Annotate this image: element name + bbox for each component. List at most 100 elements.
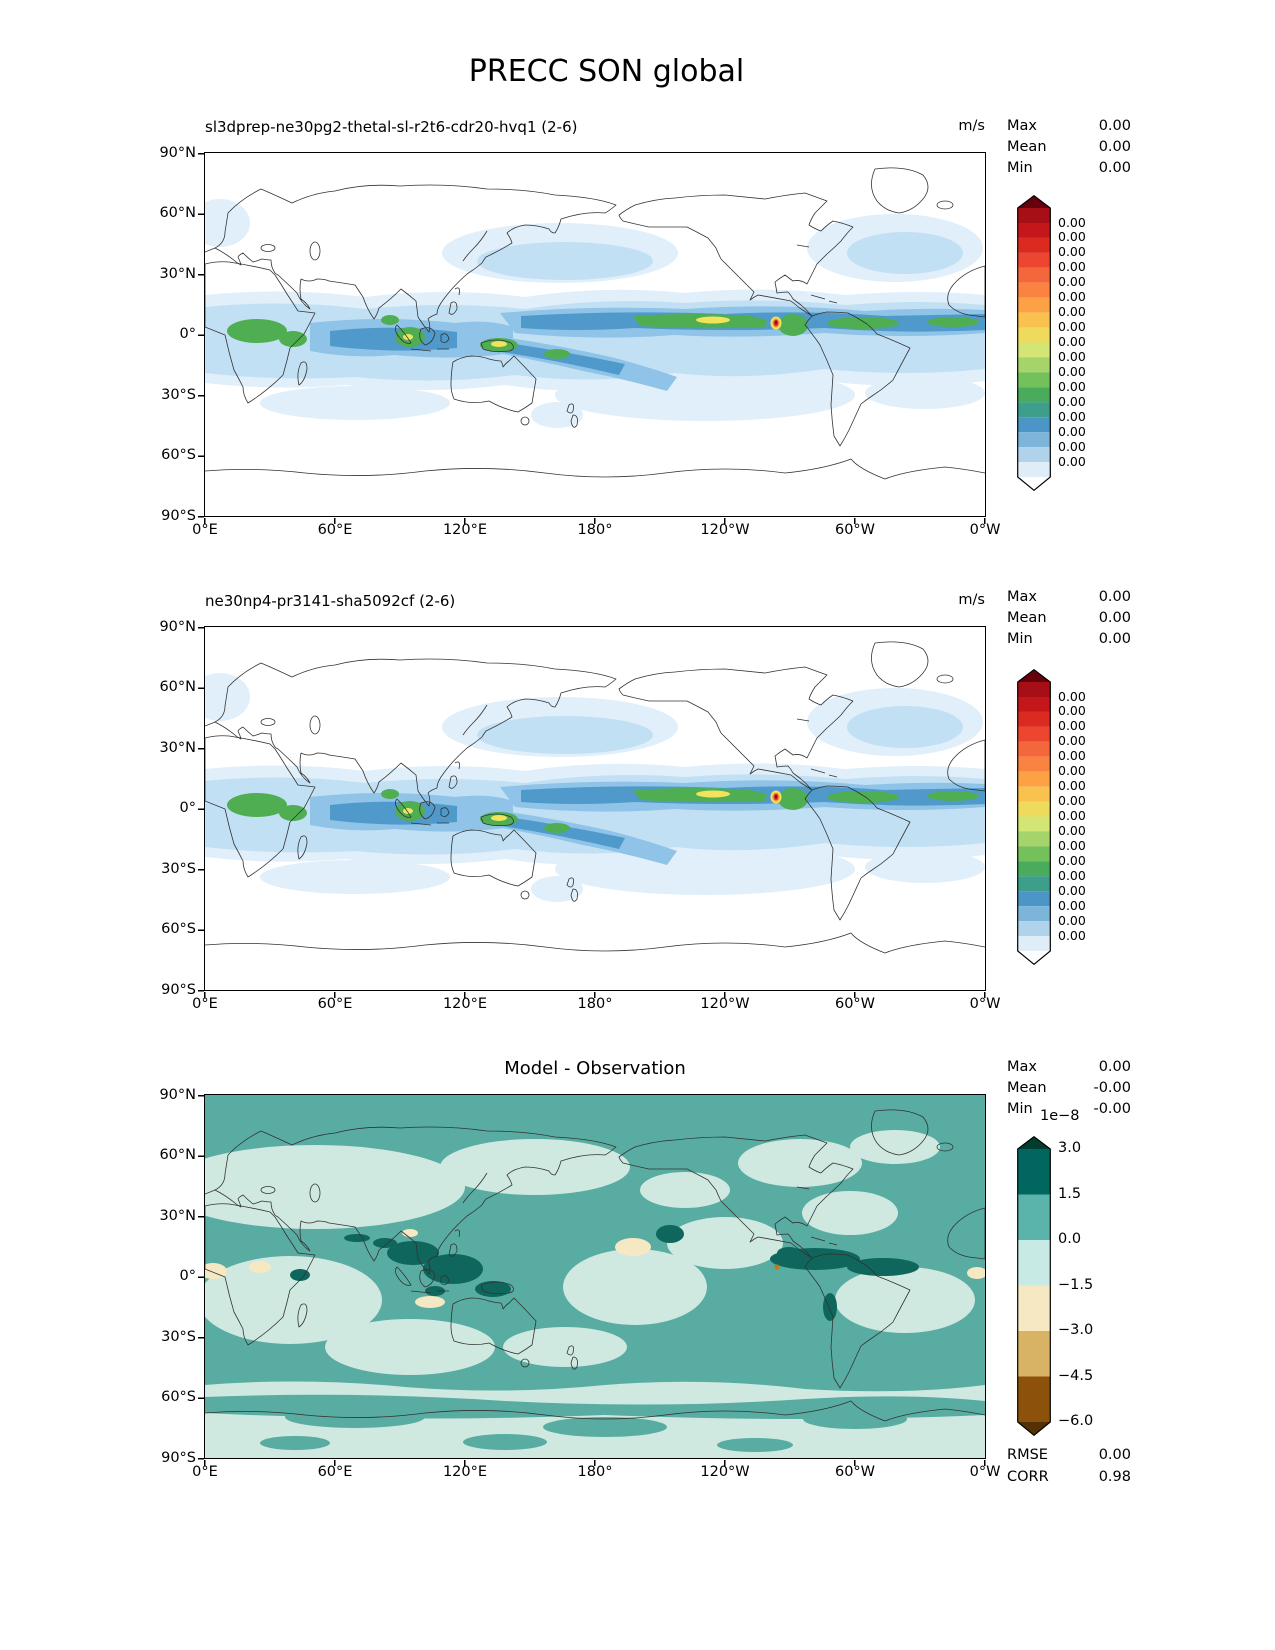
cbar-tick: 0.00 (1058, 274, 1086, 290)
panel-1-stats: Max 0.00 Mean 0.00 Min 0.00 (1007, 116, 1131, 179)
cbar-tick: 0.00 (1058, 808, 1086, 823)
y-tick-label: 90°N (159, 144, 196, 161)
y-tick-label: 60°S (161, 921, 196, 938)
panel-3-stats: Max 0.00 Mean -0.00 Min -0.00 (1007, 1057, 1131, 1120)
panel-2-colorbar (1017, 669, 1051, 965)
panel-3-title: Model - Observation (504, 1058, 686, 1079)
stat-value: 0.00 (1098, 139, 1131, 155)
cbar-tick: 0.00 (1058, 423, 1086, 439)
stat-label: Mean (1007, 1080, 1047, 1096)
y-tick-label: 0° (179, 326, 196, 343)
y-tick-label: 90°S (161, 507, 196, 524)
cbar-tick: 0.00 (1058, 793, 1086, 809)
y-tick-label: 30°N (159, 739, 196, 756)
x-tick-label: 120°E (442, 522, 488, 538)
y-tick-label: 60°N (159, 1147, 196, 1164)
panel-1-x-axis: 0°E 60°E 120°E 180° 120°W 60°W 0°W (192, 522, 1000, 542)
cbar-tick: 0.0 (1058, 1231, 1082, 1248)
colorbar-arrow-top (1017, 669, 1051, 682)
panel-2-colorbar-labels: 0.00 0.00 0.00 0.00 0.00 0.00 0.00 0.00 … (1058, 688, 1086, 944)
cbar-tick: −3.0 (1058, 1322, 1094, 1339)
cbar-tick: 0.00 (1058, 867, 1086, 883)
stat-row: RMSE 0.00 (1007, 1444, 1131, 1466)
panel-1-title: sl3dprep-ne30pg2-thetal-sl-r2t6-cdr20-hv… (205, 118, 578, 136)
stat-label: Mean (1007, 139, 1047, 155)
x-tick-label: 60°W (834, 522, 876, 538)
stat-value: -0.00 (1093, 1080, 1131, 1096)
cbar-tick: 0.00 (1058, 408, 1086, 424)
cbar-tick: 0.00 (1058, 837, 1086, 853)
stat-label: RMSE (1007, 1447, 1048, 1463)
cbar-tick: 0.00 (1058, 393, 1086, 409)
map-1 (204, 166, 985, 479)
y-tick-label: 30°S (161, 860, 196, 877)
stat-row: Max 0.00 (1007, 1057, 1131, 1078)
stat-label: Max (1007, 589, 1037, 605)
stat-row: Mean 0.00 (1007, 137, 1131, 158)
panel-1-units: m/s (958, 118, 985, 134)
cbar-tick: 0.00 (1058, 319, 1086, 335)
panel-3-skill-scores: RMSE 0.00 CORR 0.98 (1007, 1444, 1131, 1488)
y-tick-label: 60°N (159, 679, 196, 696)
stat-value: 0.00 (1098, 589, 1131, 605)
cbar-tick: 0.00 (1058, 229, 1086, 245)
panel-2-stats: Max 0.00 Mean 0.00 Min 0.00 (1007, 587, 1131, 650)
x-tick-label: 180° (577, 1464, 613, 1480)
x-tick-label: 0°E (192, 522, 218, 538)
panel-3-x-axis: 0°E 60°E 120°E 180° 120°W 60°W 0°W (192, 1464, 1000, 1484)
stat-value: 0.00 (1098, 1447, 1131, 1463)
panel-1-colorbar (1017, 195, 1051, 491)
y-tick-label: 30°S (161, 1328, 196, 1345)
x-tick-label: 0°W (969, 996, 1001, 1012)
stat-row: Mean -0.00 (1007, 1078, 1131, 1099)
cbar-tick: 0.00 (1058, 688, 1086, 704)
x-tick-label: 60°W (834, 996, 876, 1012)
x-tick-label: 120°W (700, 996, 750, 1012)
cbar-tick: 0.00 (1058, 763, 1086, 779)
stat-value: 0.00 (1098, 610, 1131, 626)
y-tick-label: 60°S (161, 1389, 196, 1406)
stat-row: CORR 0.98 (1007, 1466, 1131, 1488)
y-tick-label: 90°S (161, 981, 196, 998)
x-tick-label: 0°E (192, 996, 218, 1012)
y-tick-label: 30°N (159, 1207, 196, 1224)
cbar-tick: 0.00 (1058, 244, 1086, 260)
cbar-tick: 0.00 (1058, 259, 1086, 275)
cbar-tick: −6.0 (1058, 1413, 1094, 1430)
cbar-tick: 0.00 (1058, 378, 1086, 394)
stat-value: 0.00 (1098, 631, 1131, 647)
stat-row: Min 0.00 (1007, 629, 1131, 650)
stat-row: Mean 0.00 (1007, 608, 1131, 629)
stat-label: CORR (1007, 1469, 1049, 1485)
x-tick-label: 0°E (192, 1464, 218, 1480)
map-2 (204, 640, 985, 953)
map-panel-3 (203, 1093, 986, 1459)
stat-value: -0.00 (1093, 1101, 1131, 1117)
y-tick-label: 60°N (159, 205, 196, 222)
cbar-tick: −4.5 (1058, 1367, 1094, 1384)
x-tick-label: 60°E (317, 1464, 353, 1480)
stat-row: Max 0.00 (1007, 116, 1131, 137)
stat-row: Min -0.00 (1007, 1099, 1131, 1120)
y-tick-label: 60°S (161, 447, 196, 464)
panel-2-title: ne30np4-pr3141-sha5092cf (2-6) (205, 592, 456, 610)
cbar-tick: 0.00 (1058, 348, 1086, 364)
stat-value: 0.00 (1098, 1059, 1131, 1075)
map-panel-1 (203, 151, 986, 517)
figure-title: PRECC SON global (468, 54, 745, 89)
colorbar-arrow-bottom (1017, 477, 1051, 491)
panel-3-colorbar (1017, 1136, 1051, 1436)
panel-1-y-axis: 90°N 60°N 30°N 0° 30°S 60°S 90°S (126, 123, 196, 547)
panel-2-y-ticks (197, 627, 204, 992)
x-tick-label: 60°E (317, 522, 353, 538)
x-tick-label: 120°E (442, 1464, 488, 1480)
x-tick-label: 120°W (700, 522, 750, 538)
cbar-tick: 0.00 (1058, 897, 1086, 913)
cbar-tick: 0.00 (1058, 304, 1086, 320)
cbar-tick: 0.00 (1058, 703, 1086, 719)
panel-3-y-ticks (197, 1095, 204, 1460)
x-tick-label: 60°E (317, 996, 353, 1012)
panel-3-colorbar-labels: 3.0 1.5 0.0 −1.5 −3.0 −4.5 −6.0 (1058, 1126, 1093, 1445)
y-tick-label: 90°N (159, 618, 196, 635)
cbar-tick: 0.00 (1058, 733, 1086, 749)
